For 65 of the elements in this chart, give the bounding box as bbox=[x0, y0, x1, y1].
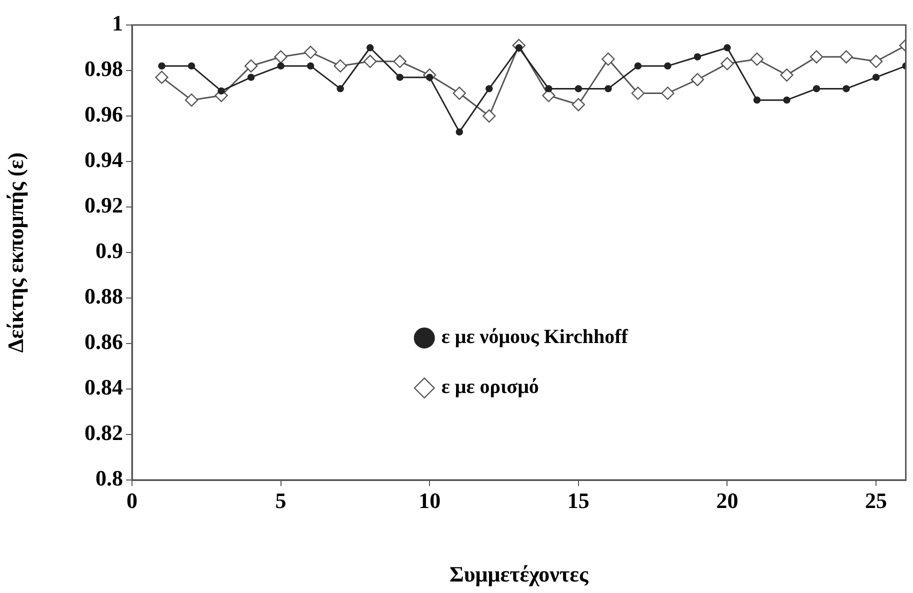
point bbox=[661, 86, 674, 100]
point bbox=[486, 85, 493, 92]
y-tick-label: 1 bbox=[112, 10, 123, 36]
point bbox=[396, 74, 404, 81]
point bbox=[664, 62, 672, 70]
point bbox=[188, 62, 196, 70]
point bbox=[631, 86, 645, 100]
point bbox=[724, 44, 731, 52]
y-tick-label: 0.98 bbox=[84, 56, 123, 82]
point bbox=[842, 85, 850, 92]
point bbox=[753, 96, 761, 104]
point bbox=[452, 86, 466, 100]
point bbox=[482, 109, 496, 123]
point bbox=[363, 54, 377, 68]
x-tick-label: 5 bbox=[275, 488, 286, 513]
y-tick-label: 0.9 bbox=[96, 238, 123, 264]
point bbox=[750, 52, 764, 66]
point bbox=[277, 62, 284, 70]
point bbox=[334, 59, 347, 73]
point bbox=[572, 98, 586, 112]
point bbox=[218, 87, 225, 95]
point bbox=[812, 85, 820, 92]
point bbox=[184, 93, 198, 107]
point bbox=[872, 74, 880, 81]
legend-label: ε με νόμους Kirchhoff bbox=[441, 326, 628, 348]
x-tick-label: 0 bbox=[126, 488, 138, 513]
point bbox=[336, 85, 344, 92]
point bbox=[720, 57, 734, 70]
y-tick-label: 0.94 bbox=[84, 147, 123, 172]
point bbox=[604, 85, 612, 92]
point bbox=[783, 96, 790, 104]
point bbox=[366, 44, 374, 52]
x-tick-label: 15 bbox=[567, 488, 590, 513]
legend-label: ε με ορισμό bbox=[441, 376, 539, 398]
y-tick-label: 0.8 bbox=[96, 466, 123, 491]
point bbox=[690, 73, 704, 86]
point bbox=[247, 74, 255, 81]
x-tick-label: 20 bbox=[716, 488, 738, 513]
point bbox=[574, 85, 582, 92]
point bbox=[545, 85, 552, 92]
y-tick-label: 0.88 bbox=[84, 284, 123, 309]
point bbox=[634, 62, 642, 70]
y-tick-label: 0.96 bbox=[84, 102, 123, 127]
point bbox=[393, 54, 406, 68]
y-tick-label: 0.92 bbox=[84, 192, 123, 218]
y-tick-label: 0.86 bbox=[84, 329, 123, 354]
point bbox=[158, 62, 166, 70]
point bbox=[155, 70, 168, 84]
point bbox=[780, 68, 794, 82]
point bbox=[274, 50, 288, 64]
point bbox=[456, 128, 463, 136]
point bbox=[694, 53, 702, 60]
point bbox=[869, 54, 883, 68]
point bbox=[306, 62, 314, 70]
y-axis-title: Δείκτης εκπομπής (ε) bbox=[2, 152, 28, 353]
x-axis-title: Συμμετέχοντες bbox=[449, 561, 590, 586]
point bbox=[840, 50, 853, 64]
y-tick-label: 0.82 bbox=[84, 420, 123, 446]
y-tick-label: 0.84 bbox=[84, 374, 123, 400]
point bbox=[810, 50, 824, 64]
point bbox=[304, 46, 318, 59]
x-tick-label: 10 bbox=[418, 488, 441, 513]
point bbox=[244, 59, 258, 73]
point bbox=[602, 52, 615, 66]
x-tick-label: 25 bbox=[865, 488, 888, 513]
